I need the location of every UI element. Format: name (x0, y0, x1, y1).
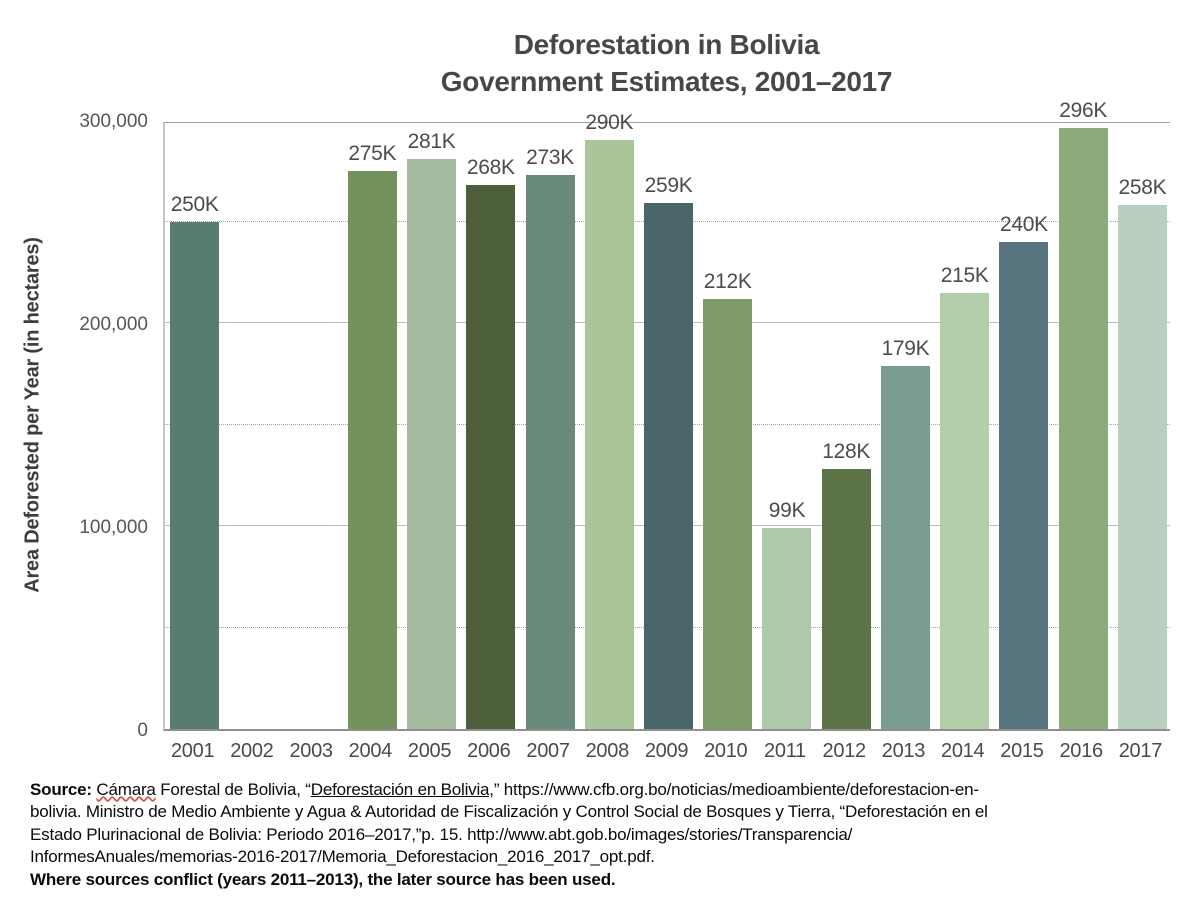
source-text: Source: Cámara Forestal de Bolivia, “Def… (30, 779, 1180, 891)
source-segment: Deforestación en Bolivia, (310, 780, 494, 799)
bar-value-label: 240K (999, 212, 1048, 236)
source-segment: Where sources conflict (years 2011–2013)… (30, 869, 616, 889)
bar (644, 203, 693, 729)
y-axis-ticks: 0 100,000 200,000 300,000 (0, 111, 148, 741)
bar-value-label: 215K (940, 263, 989, 287)
x-axis-label: 2017 (1118, 740, 1163, 762)
bar (1117, 205, 1167, 729)
x-axis-label: 2016 (1059, 740, 1103, 762)
x-axis-label: 2012 (822, 740, 867, 762)
bar (762, 528, 812, 729)
source-segment: Cámara (96, 780, 156, 799)
bar-value-label: 99K (768, 499, 806, 523)
source-line: bolivia. Ministro de Medio Ambiente y Ag… (30, 801, 1180, 823)
x-axis-label: 2007 (526, 740, 570, 762)
bar-value-label: 250K (170, 192, 219, 216)
bar (584, 140, 634, 729)
x-axis-label: 2004 (348, 740, 393, 762)
chart-title: Deforestation in Bolivia (513, 29, 820, 60)
x-axis-label: 2009 (644, 740, 689, 762)
bar-value-label: 290K (585, 111, 634, 135)
bar-value-label: 268K (466, 155, 515, 179)
bar (703, 298, 753, 729)
x-axis-label: 2003 (289, 740, 333, 762)
x-axis-label: 2001 (170, 740, 215, 762)
y-tick-label: 200,000 (79, 314, 148, 335)
x-axis-label: 2014 (941, 740, 985, 762)
bar (525, 174, 575, 729)
bar-value-label: 296K (1059, 99, 1108, 123)
source-line: Estado Plurinacional de Bolivia: Periodo… (30, 824, 1180, 846)
bar-value-label: 281K (407, 129, 456, 153)
x-axis-label: 2010 (704, 740, 748, 762)
bar (880, 365, 930, 729)
source-segment: InformesAnuales/memorias-2016-2017/Memor… (30, 847, 655, 867)
y-tick-label: 0 (137, 720, 148, 741)
x-axis-label: 2008 (585, 740, 630, 762)
chart-title-block: Deforestation in Bolivia Government Esti… (163, 26, 1170, 100)
source-segment: ” https://www.cfb.org.bo/noticias/medioa… (493, 780, 979, 799)
bar (170, 221, 220, 729)
x-axis-label: 2002 (230, 740, 274, 762)
y-tick-label: 300,000 (79, 111, 148, 132)
plot-area: 250K 275K 281K 268K 273K 290K 259K 212K 99K 128K 1… (163, 99, 1170, 731)
x-axis-label: 2005 (407, 740, 452, 762)
x-axis-label: 2013 (881, 740, 926, 762)
bar (407, 158, 457, 729)
bar-value-label: 275K (348, 141, 397, 165)
bar (347, 170, 397, 729)
source-segment: Estado Plurinacional de Bolivia: Periodo… (30, 824, 853, 844)
bar-value-label: 179K (881, 336, 930, 360)
x-axis-label: 2006 (467, 740, 511, 762)
source-line: Source: Cámara Forestal de Bolivia, “Def… (30, 779, 1180, 801)
bar (1058, 128, 1108, 729)
source-segment: Source: (30, 780, 97, 799)
source-line: Where sources conflict (years 2011–2013)… (30, 869, 1180, 891)
bar-value-label: 258K (1118, 176, 1167, 200)
y-tick-label: 100,000 (79, 517, 148, 538)
bar (821, 469, 871, 729)
bar (466, 184, 516, 729)
x-axis-label: 2015 (1000, 740, 1044, 762)
bar (999, 241, 1049, 729)
bar-value-label: 273K (526, 145, 574, 169)
x-axis-labels: 2001 2002 2003 2004 2005 2006 2007 2008 2009 2010… (163, 740, 1170, 763)
chart-subtitle: Government Estimates, 2001–2017 (440, 66, 893, 97)
x-axis-label: 2011 (764, 740, 806, 762)
source-segment: Forestal de Bolivia, “ (155, 780, 311, 799)
bar-value-label: 128K (822, 440, 871, 464)
source-line: InformesAnuales/memorias-2016-2017/Memor… (30, 846, 1180, 868)
source-segment: bolivia. Ministro de Medio Ambiente y Ag… (30, 802, 988, 822)
bar (940, 292, 990, 729)
bar-value-label: 259K (644, 174, 693, 198)
bar-value-label: 212K (703, 269, 752, 293)
